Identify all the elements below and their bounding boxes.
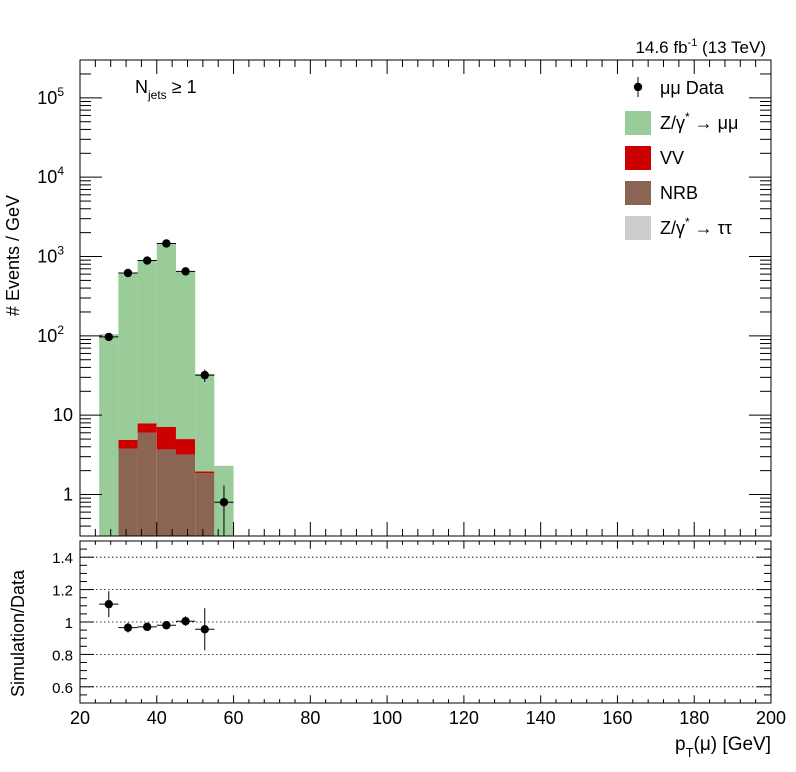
ratio-tick-label-0.6: 0.6	[52, 680, 73, 697]
legend-entry-vv: VV	[625, 146, 684, 170]
y-tick-label-100000: 105	[37, 85, 64, 108]
ratio-point-5	[200, 625, 209, 634]
bar-nrb-bin-1	[118, 448, 138, 536]
y-axis-label: # Events / GeV	[3, 195, 23, 316]
x-tick-label-180: 180	[679, 708, 709, 728]
bar-vv-bin-5	[195, 471, 215, 474]
ratio-tick-label-1: 1	[65, 615, 73, 632]
y-tick-label-10000: 104	[37, 164, 64, 187]
legend-entry-ztt: Z/γ* → ττ	[625, 215, 732, 240]
x-tick-label-100: 100	[372, 708, 402, 728]
y-tick-label-1000: 103	[37, 244, 64, 267]
legend-label-nrb: NRB	[660, 183, 698, 203]
bar-nrb-bin-3	[156, 449, 176, 536]
category-label: Njets ≥ 1	[135, 77, 197, 102]
ratio-y-axis-label: Simulation/Data	[8, 569, 28, 697]
y-tick-label-10: 10	[53, 405, 73, 425]
legend: μμ Data Z/γ* → μμ VV NRB Z/γ* → ττ	[625, 77, 738, 240]
data-point-6	[219, 498, 229, 507]
ratio-point-4	[181, 616, 190, 626]
bar-nrb-bin-2	[137, 432, 157, 536]
stack-bars	[99, 244, 234, 536]
x-tick-label-140: 140	[526, 708, 556, 728]
y-tick-label-100: 102	[37, 323, 64, 346]
lumi-label: 14.6 fb-1 (13 TeV)	[636, 37, 766, 57]
bar-vv-bin-1	[118, 439, 138, 449]
data-points	[99, 239, 234, 536]
legend-swatch-vv	[625, 146, 651, 170]
legend-swatch-zmm	[625, 111, 651, 135]
ratio-point-3	[162, 621, 171, 630]
data-point-0	[104, 332, 113, 342]
ratio-tick-label-1.2: 1.2	[52, 583, 73, 600]
legend-swatch-ztt	[625, 216, 651, 240]
bar-z--bin-0	[99, 334, 119, 536]
legend-data-marker	[633, 82, 643, 92]
legend-label-vv: VV	[660, 148, 684, 168]
bar-vv-bin-4	[175, 439, 196, 455]
ratio-points	[99, 591, 215, 651]
x-axis-label: pT(μ) [GeV]	[675, 734, 771, 760]
bar-nrb-bin-4	[175, 454, 196, 536]
bar-z--bin-1	[118, 273, 138, 440]
tick-labels: 20 40 60 80 100 120 140 160 180 20011010210310410…	[37, 85, 786, 728]
x-tick-label-120: 120	[449, 708, 479, 728]
legend-label-zmm: Z/γ* → μμ	[660, 110, 738, 133]
legend-swatch-nrb	[625, 181, 651, 205]
data-point-3	[162, 239, 171, 248]
legend-entry-zmm: Z/γ* → μμ	[625, 110, 738, 135]
bar-z--bin-3	[156, 244, 176, 427]
data-point-1	[123, 268, 133, 278]
y-tick-label-1: 1	[63, 485, 73, 505]
ratio-tick-label-0.8: 0.8	[52, 647, 73, 664]
bar-vv-bin-2	[137, 423, 157, 433]
legend-entry-data: μμ Data	[633, 77, 725, 98]
ratio-point-1	[123, 623, 133, 632]
legend-label-ztt: Z/γ* → ττ	[660, 215, 732, 238]
ratio-point-0	[104, 599, 113, 609]
bar-nrb-bin-5	[195, 473, 215, 536]
ratio-tick-label-1.4: 1.4	[52, 550, 73, 567]
bar-z--bin-2	[137, 261, 157, 424]
x-tick-label-200: 200	[756, 708, 786, 728]
x-tick-label-40: 40	[147, 708, 167, 728]
bar-vv-bin-3	[156, 426, 176, 450]
stack-histogram	[99, 244, 234, 536]
legend-label-data: μμ Data	[660, 78, 725, 98]
x-tick-label-60: 60	[224, 708, 244, 728]
legend-entry-nrb: NRB	[625, 181, 698, 205]
ratio-point-2	[142, 622, 152, 632]
data-point-5	[200, 370, 209, 380]
x-tick-label-20: 20	[70, 708, 90, 728]
bar-z--bin-4	[175, 271, 196, 440]
x-tick-label-80: 80	[300, 708, 320, 728]
axis-ticks	[79, 59, 772, 704]
x-tick-label-160: 160	[602, 708, 632, 728]
data-point-4	[181, 267, 190, 276]
data-point-2	[142, 256, 152, 265]
bar-z--bin-5	[195, 374, 215, 472]
